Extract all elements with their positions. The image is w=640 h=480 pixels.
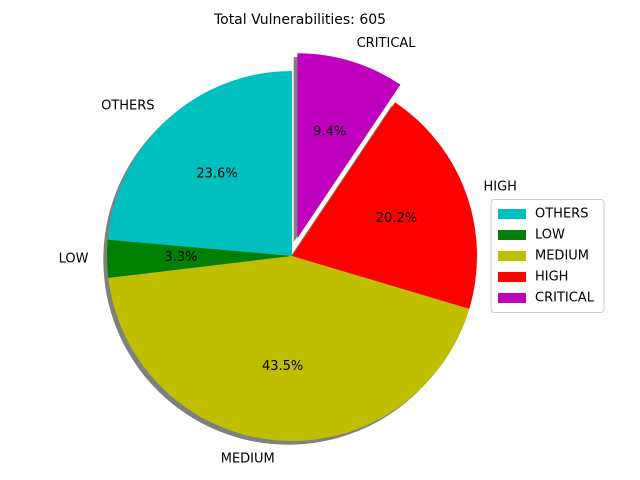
legend-swatch	[498, 293, 526, 303]
pie-wedge	[292, 102, 478, 309]
pie-wedge	[107, 239, 292, 279]
wedge-label: HIGH	[483, 180, 516, 195]
pie-wedge	[107, 71, 293, 256]
wedge-label: CRITICAL	[357, 36, 417, 51]
value-label: 3.3%	[164, 250, 197, 265]
value-label: 43.5%	[262, 359, 303, 374]
chart-title: Total Vulnerabilities: 605	[213, 12, 386, 28]
legend-swatch	[498, 272, 526, 282]
legend-box	[490, 199, 605, 313]
pie-wedge	[297, 53, 401, 239]
legend-label: CRITICAL	[535, 291, 595, 306]
legend-label: HIGH	[535, 270, 568, 285]
legend-swatch	[498, 209, 526, 219]
legend-swatch	[498, 230, 526, 240]
legend-swatch	[498, 251, 526, 261]
legend-label: MEDIUM	[535, 249, 589, 264]
wedge-label: OTHERS	[101, 98, 154, 113]
legend-label: OTHERS	[535, 207, 588, 222]
legend-label: LOW	[535, 228, 565, 243]
value-label: 20.2%	[376, 211, 417, 226]
wedge-label: LOW	[59, 252, 89, 267]
wedge-label: MEDIUM	[221, 451, 275, 466]
pie-wedge	[108, 256, 470, 442]
value-label: 9.4%	[313, 125, 346, 140]
value-label: 23.6%	[196, 167, 237, 182]
